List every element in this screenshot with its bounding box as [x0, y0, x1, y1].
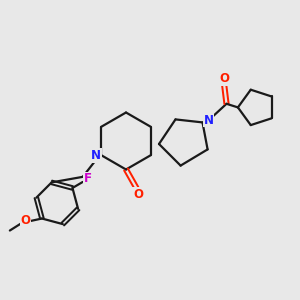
Text: F: F	[84, 172, 92, 185]
Text: O: O	[219, 72, 229, 85]
Text: N: N	[91, 149, 101, 162]
Text: N: N	[203, 113, 214, 127]
Text: O: O	[133, 188, 143, 201]
Text: O: O	[20, 214, 30, 227]
